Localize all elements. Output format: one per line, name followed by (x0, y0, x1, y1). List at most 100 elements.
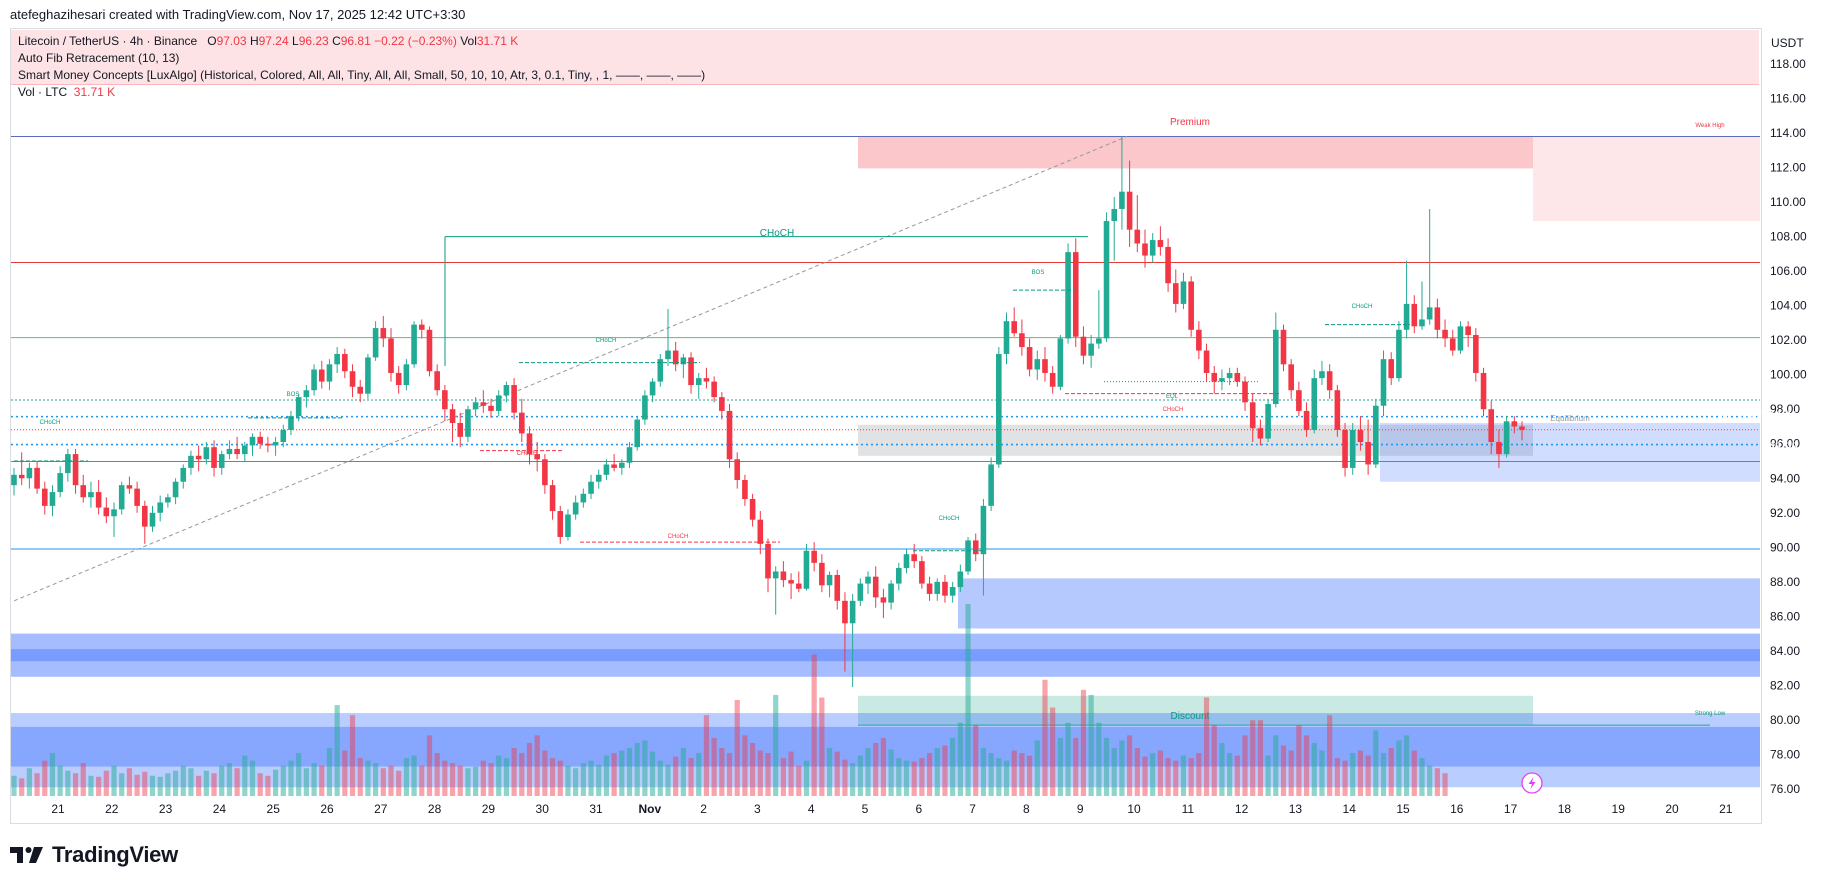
time-axis[interactable]: 21 22 23 24 25 26 27 28 29 30 31 Nov 2 3 4 5 6 7 8 9 10 11 12 1… (51, 802, 1732, 816)
volume-bar (1319, 750, 1325, 796)
order-block-bullish (11, 633, 1760, 677)
candle-body (1103, 221, 1110, 339)
candle-body (26, 467, 33, 479)
legend-symbol-row[interactable]: Litecoin / TetherUS · 4h · Binance O97.0… (18, 34, 518, 48)
volume-bar (526, 742, 533, 796)
candle (719, 391, 725, 420)
candle (288, 410, 294, 436)
volume-bar (1396, 740, 1402, 796)
volume-bar (1242, 735, 1248, 796)
candle (788, 573, 794, 600)
volume-bar (1196, 753, 1202, 796)
tradingview-logo[interactable]: TradingView (10, 842, 178, 868)
candle-body (1503, 421, 1510, 455)
candle-body (65, 454, 71, 474)
volume-bar (796, 765, 802, 796)
candle (172, 478, 179, 505)
legend-volume[interactable]: Vol · LTC 31.71 K (18, 85, 115, 99)
candle-body (719, 397, 725, 411)
price-tick-label: 108.00 (1770, 230, 1807, 244)
tradingview-logo-icon (10, 847, 43, 863)
time-tick-label: 16 (1450, 802, 1464, 816)
candle-body (842, 600, 848, 624)
candle (603, 459, 610, 480)
candle (472, 397, 479, 417)
volume-bar (1073, 737, 1079, 796)
candle-body (803, 550, 810, 589)
volume-bar (465, 768, 471, 796)
candle-body (1049, 372, 1056, 387)
candle (88, 481, 94, 508)
candle-body (857, 583, 864, 601)
volume-bar (880, 737, 887, 796)
candle (134, 481, 140, 513)
volume-bar (988, 753, 994, 796)
volume-bar (803, 760, 810, 796)
candle-body (272, 442, 279, 446)
volume-bar (165, 773, 171, 796)
volume-bar (1134, 748, 1140, 796)
choch-label: CHoCH (40, 420, 61, 426)
volume-bar (1427, 765, 1433, 796)
volume-bar (442, 760, 448, 796)
candle-body (619, 462, 625, 468)
volume-bar (1342, 760, 1348, 796)
candle-body (1449, 338, 1456, 351)
volume-bar (873, 742, 879, 796)
time-tick-label: 28 (428, 802, 442, 816)
candle (503, 381, 510, 403)
candle-body (203, 447, 210, 460)
volume-bar (834, 751, 840, 796)
candle (749, 493, 756, 527)
legend-smc[interactable]: Smart Money Concepts [LuxAlgo] (Historic… (18, 68, 706, 82)
choch-label: CHoCH (1163, 407, 1184, 413)
candle-body (1488, 409, 1495, 443)
candle-body (265, 443, 271, 446)
candle (226, 440, 233, 460)
candle-body (565, 514, 571, 537)
symbol-title[interactable]: Litecoin / TetherUS · 4h · Binance (18, 34, 198, 48)
volume-bar (157, 776, 163, 796)
candle (1188, 276, 1194, 337)
candle (488, 398, 494, 418)
time-tick-label: 22 (105, 802, 119, 816)
candle (395, 366, 402, 394)
candle (695, 372, 702, 399)
volume-bar (819, 697, 825, 796)
volume-bar (211, 773, 217, 796)
volume-bar (373, 763, 379, 796)
candlesticks[interactable] (11, 136, 1525, 688)
eql-label: EQL (1166, 394, 1179, 400)
candle-body (1365, 442, 1371, 465)
volume-bar (111, 765, 117, 796)
candle (565, 509, 571, 541)
candle-body (1211, 372, 1218, 382)
volume-bar (1419, 758, 1425, 796)
candle-body (72, 454, 79, 486)
candle (895, 562, 902, 591)
candle (118, 481, 125, 515)
volume-bar (288, 760, 294, 796)
time-tick-label: 27 (374, 802, 388, 816)
candle (795, 571, 802, 593)
candle (26, 462, 33, 489)
legend-fib[interactable]: Auto Fib Retracement (10, 13) (18, 51, 180, 65)
volume-bar (1411, 750, 1417, 796)
candle (626, 442, 633, 468)
volume-bar (426, 735, 433, 796)
candle (426, 326, 433, 377)
price-axis[interactable]: 118.00 116.00 114.00 112.00 110.00 108.00 106.… (1770, 57, 1807, 796)
currency-label[interactable]: USDT (1771, 36, 1804, 50)
candle (742, 474, 748, 506)
volume-bar (603, 755, 610, 796)
volume-bar (126, 768, 133, 796)
price-tick-label: 76.00 (1770, 782, 1800, 796)
volume-bar (534, 735, 540, 796)
volume-bar (1288, 750, 1294, 796)
lightning-icon[interactable] (1521, 772, 1543, 794)
chart-frame[interactable] (10, 28, 1762, 824)
candle-body (880, 597, 887, 603)
candle-body (965, 540, 971, 572)
symbol-price-tag: LTCUSDT (1712, 409, 1767, 423)
